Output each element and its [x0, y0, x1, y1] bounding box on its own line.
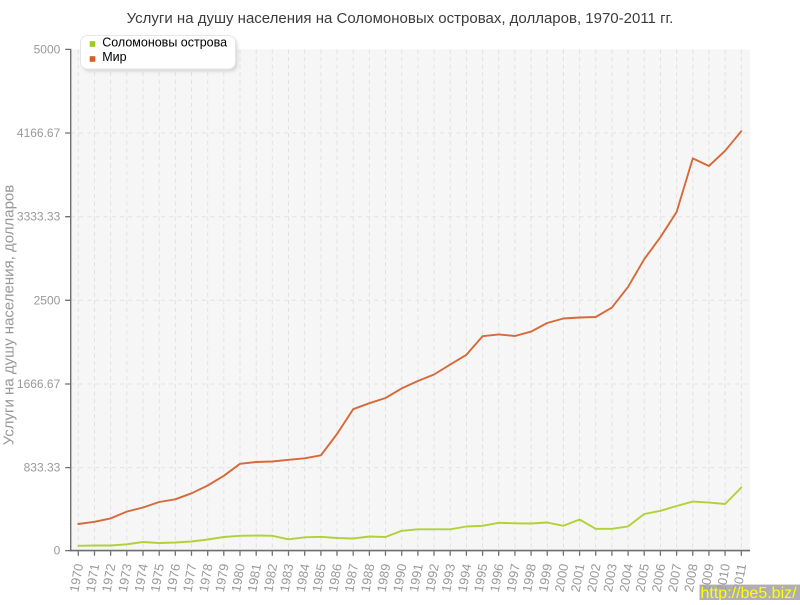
svg-text:http://be5.biz/: http://be5.biz/	[701, 585, 798, 600]
svg-text:1666.67: 1666.67	[17, 377, 61, 391]
svg-text:Соломоновы острова: Соломоновы острова	[102, 35, 227, 49]
svg-text:Мир: Мир	[102, 50, 126, 64]
svg-text:Услуги на душу населения, долл: Услуги на душу населения, долларов	[1, 185, 18, 446]
svg-text:833.33: 833.33	[24, 461, 61, 475]
svg-text:4166.67: 4166.67	[17, 126, 61, 140]
svg-text:5000: 5000	[34, 42, 61, 56]
svg-text:0: 0	[54, 544, 61, 558]
svg-text:Услуги на душу населения на Со: Услуги на душу населения на Соломоновых …	[127, 10, 674, 27]
svg-text:2500: 2500	[34, 293, 61, 307]
svg-text:3333.33: 3333.33	[17, 210, 61, 224]
